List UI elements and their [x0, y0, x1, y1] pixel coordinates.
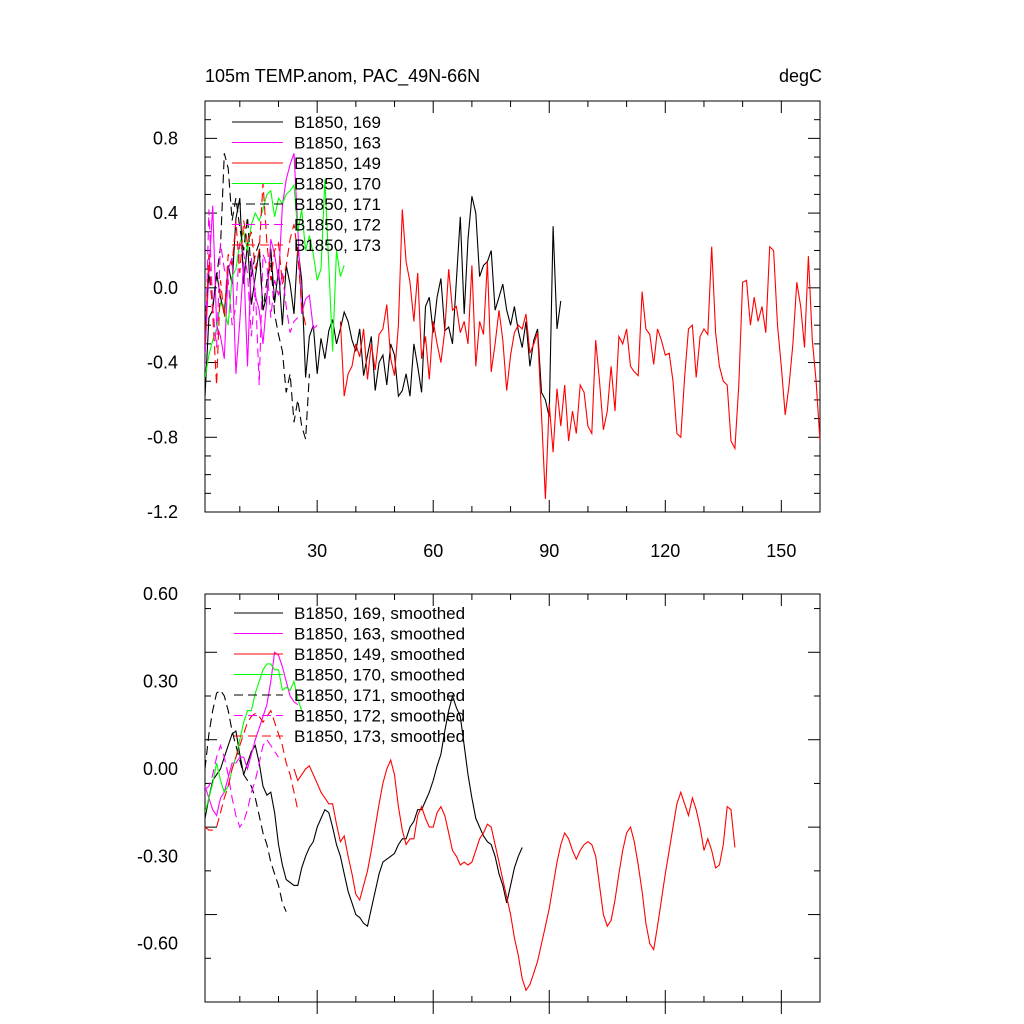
series-line-6 — [205, 209, 299, 386]
y-tick-label: 0.00 — [143, 759, 178, 779]
legend-label: B1850, 171, smoothed — [294, 686, 465, 705]
series-line-4 — [205, 663, 303, 813]
y-tick-label: -0.30 — [137, 846, 178, 866]
chart-title: 105m TEMP.anom, PAC_49N-66N — [205, 66, 480, 87]
series-line-4 — [205, 179, 345, 378]
legend-label: B1850, 172, smoothed — [294, 707, 465, 726]
bottom-panel: 0.60 0.30 0.00 -0.30 -0.60 B1850, 169, smooth… — [137, 584, 821, 1014]
y-tick-label: 0.30 — [143, 671, 178, 691]
legend-label: B1850, 163 — [294, 134, 381, 153]
legend-label: B1850, 149, smoothed — [294, 645, 465, 664]
series-line-5 — [205, 153, 310, 440]
series-line-3 — [339, 209, 820, 499]
plot-frame — [204, 593, 821, 1003]
legend-label: B1850, 172 — [294, 216, 381, 235]
legend-label: B1850, 173 — [294, 236, 381, 255]
legend-label: B1850, 170, smoothed — [294, 666, 465, 685]
series-line-1 — [205, 694, 523, 928]
series-line-5 — [205, 689, 287, 912]
x-tick-label: 30 — [307, 541, 327, 561]
legend-label: B1850, 171 — [294, 195, 381, 214]
x-tick-label: 60 — [423, 541, 443, 561]
x-tick-label: 90 — [539, 541, 559, 561]
series-line-7 — [205, 183, 307, 386]
series-line-6 — [205, 738, 279, 829]
legend-label: B1850, 169, smoothed — [294, 604, 465, 623]
y-tick-label: 0.60 — [143, 584, 178, 604]
series-line-2 — [205, 153, 318, 374]
y-tick-label: -0.4 — [147, 353, 178, 373]
legend-label: B1850, 170 — [294, 175, 381, 194]
y-tick-label: -0.8 — [147, 427, 178, 447]
y-tick-label: -1.2 — [147, 502, 178, 522]
y-tick-label: 0.4 — [153, 203, 178, 223]
x-tick-label: 120 — [650, 541, 680, 561]
y-tick-label: -0.60 — [137, 934, 178, 954]
top-panel: 0.8 0.4 0.0 -0.4 -0.8 -1.2 30 60 90 120 150 B1850, … — [147, 100, 821, 561]
legend-label: B1850, 149 — [294, 154, 381, 173]
legend-label: B1850, 173, smoothed — [294, 727, 465, 746]
series-line-3 — [293, 758, 736, 992]
y-tick-label: 0.8 — [153, 128, 178, 148]
series-line-1 — [205, 196, 562, 417]
legend-label: B1850, 169 — [294, 113, 381, 132]
x-tick-label: 150 — [766, 541, 796, 561]
legend: B1850, 169, smoothed B1850, 163, smoothed… — [234, 604, 465, 746]
y-tick-label: 0.0 — [153, 278, 178, 298]
series-line-7 — [205, 709, 299, 831]
units-label: degC — [779, 66, 822, 86]
series-line-2 — [205, 651, 299, 817]
legend-label: B1850, 163, smoothed — [294, 625, 465, 644]
